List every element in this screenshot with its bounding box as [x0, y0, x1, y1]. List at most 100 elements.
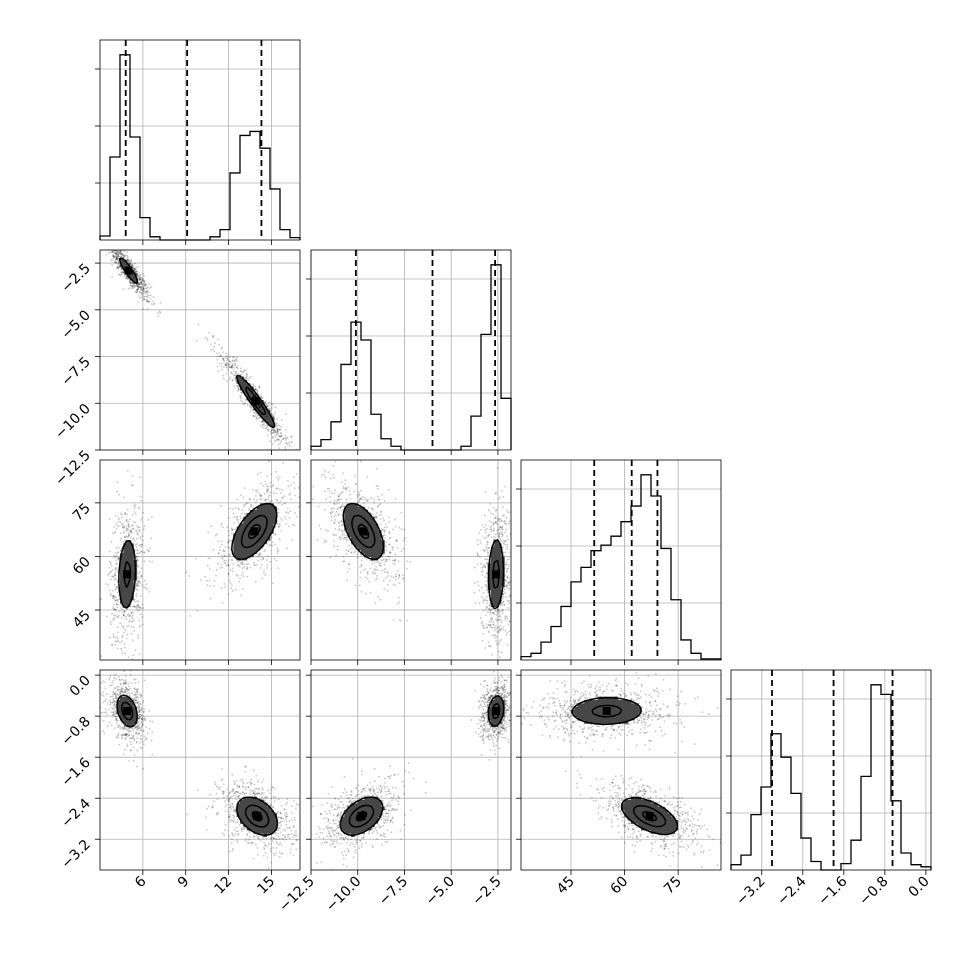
x-tick-label: 0.0	[906, 874, 933, 901]
histogram-bin	[531, 653, 541, 660]
histogram-bin	[551, 627, 561, 660]
histogram-outline	[520, 474, 722, 660]
y-tick-label: 75	[70, 500, 94, 524]
contour-lines	[339, 695, 505, 836]
histogram-bin	[781, 757, 791, 870]
histogram-bin	[761, 787, 771, 870]
histogram-bin	[871, 685, 881, 870]
x-tick-label: −0.8	[856, 874, 891, 909]
histogram-bin	[471, 416, 481, 450]
sample-points	[100, 670, 299, 869]
y-tick-label: −3.2	[58, 837, 93, 872]
histogram-bin	[250, 131, 260, 240]
histogram-panel	[306, 249, 512, 455]
histogram-bin	[501, 398, 511, 450]
contour-lines	[342, 502, 505, 610]
histogram-outline	[99, 54, 301, 241]
histogram-bin	[811, 861, 821, 870]
scatter-panel	[306, 459, 512, 665]
density-fill	[344, 503, 505, 608]
histogram-bin	[611, 536, 621, 660]
histogram-outline	[310, 264, 512, 451]
contour-lines	[571, 696, 679, 836]
x-tick-label: 60	[607, 874, 631, 898]
histogram-panel	[516, 459, 722, 665]
y-tick-label: −0.8	[58, 714, 93, 749]
histogram-bin	[651, 496, 661, 660]
histogram-bin	[881, 694, 891, 870]
histogram-bin	[741, 855, 751, 870]
x-tick-label: −2.4	[774, 873, 809, 908]
histogram-bin	[731, 865, 741, 870]
histogram-bin	[130, 137, 140, 240]
histogram-bin	[601, 545, 611, 660]
histogram-bin	[911, 865, 921, 870]
x-tick-label: 6	[132, 873, 150, 891]
x-tick-label: 45	[554, 874, 578, 898]
histogram-bin	[381, 439, 391, 450]
histogram-bin	[791, 793, 801, 870]
scatter-panel: 45 60 75	[70, 459, 301, 665]
y-tick-label: −7.5	[58, 354, 93, 389]
y-tick-label: −2.5	[58, 261, 93, 296]
x-tick-label: −10.0	[323, 874, 365, 916]
x-tick-label: 9	[175, 874, 193, 892]
scatter-panel: −12.5−10.0−7.5−5.0−2.5	[276, 669, 512, 916]
histogram-outline	[730, 684, 932, 871]
histogram-bin	[681, 640, 691, 660]
y-tick-label: 60	[70, 554, 94, 578]
histogram-bin	[751, 815, 761, 870]
histogram-bin	[240, 135, 250, 240]
histogram-bin	[331, 422, 341, 450]
histogram-bin	[561, 606, 571, 660]
x-tick-label: −2.5	[469, 874, 504, 909]
y-tick-label: 45	[70, 608, 94, 632]
y-tick-label: −12.5	[52, 448, 94, 490]
histogram-bin	[691, 653, 701, 660]
histogram-bin	[371, 414, 381, 450]
x-tick-label: 12	[211, 874, 235, 898]
histogram-bin	[481, 334, 491, 450]
histogram-bin	[671, 600, 681, 660]
histogram-bin	[571, 582, 581, 660]
x-tick-label: 15	[254, 874, 278, 898]
scatter-panel: −12.5 −10.0 −7.5 −5.0 −2.5	[52, 249, 301, 490]
y-tick-label: −10.0	[52, 401, 94, 443]
histogram-bin	[140, 218, 150, 240]
sample-points	[100, 460, 300, 660]
x-tick-label: −1.6	[815, 873, 850, 908]
scatter-panel: 6 9 12 15 −3.2 −2.4 −1.6 −0.8 0.0	[58, 669, 301, 898]
histogram-panel: −3.2 −2.4 −1.6 −0.8 0.0	[726, 669, 933, 909]
histogram-bin	[591, 551, 601, 660]
x-tick-label: −7.5	[376, 874, 411, 909]
histogram-bin	[861, 776, 871, 870]
sample-points	[105, 250, 298, 450]
x-tick-label: −3.2	[733, 874, 768, 909]
histogram-bin	[621, 522, 631, 660]
sample-points	[312, 460, 511, 659]
x-tick-label: 75	[661, 874, 685, 898]
histogram-panel	[95, 39, 301, 245]
y-tick-label: −5.0	[58, 307, 93, 342]
histogram-bin	[581, 567, 591, 660]
contour-lines	[118, 257, 276, 429]
histogram-bin	[641, 475, 651, 660]
histogram-bin	[280, 230, 290, 240]
y-tick-label: 0.0	[67, 673, 94, 700]
contour-lines	[118, 502, 278, 609]
histogram-bin	[541, 642, 551, 660]
histogram-bin	[851, 840, 861, 870]
scatter-panel: 45 60 75	[516, 669, 722, 898]
histogram-bin	[341, 364, 351, 450]
histogram-bin	[841, 864, 851, 870]
histogram-bin	[361, 340, 371, 450]
y-tick-label: −2.4	[58, 796, 93, 831]
sample-points	[521, 671, 721, 868]
x-tick-label: −12.5	[276, 874, 318, 916]
histogram-bin	[661, 548, 671, 660]
contour-lines	[116, 694, 279, 836]
histogram-bin	[321, 440, 331, 450]
y-tick-label: −1.6	[58, 755, 93, 790]
histogram-bin	[901, 853, 911, 870]
